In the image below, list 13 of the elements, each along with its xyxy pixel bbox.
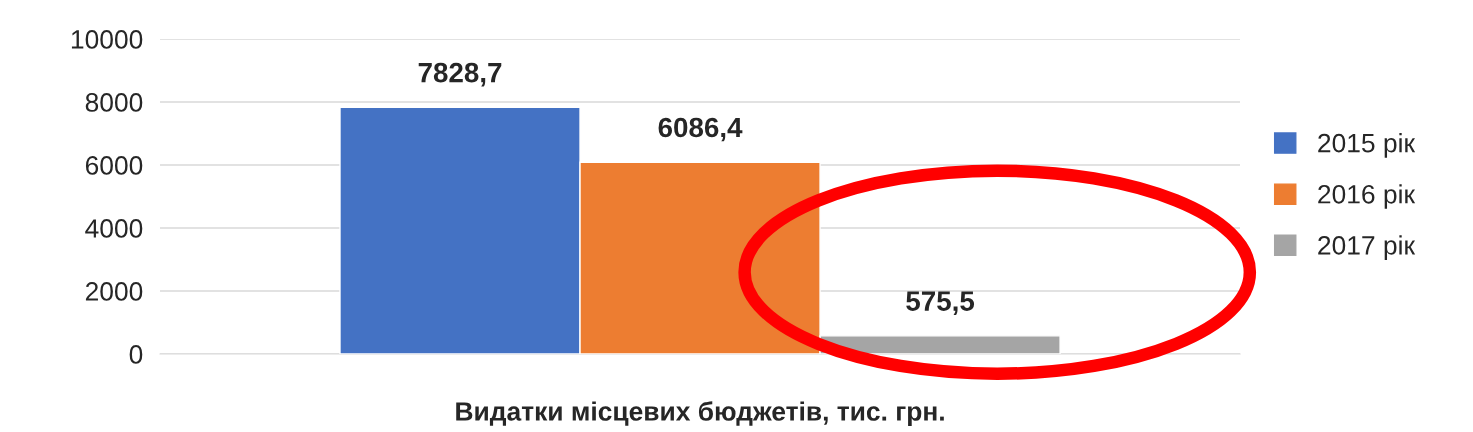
y-tick-label: 0: [129, 345, 143, 364]
y-tick-label: 4000: [85, 219, 143, 238]
y-tick-label: 10000: [71, 30, 143, 49]
data-label: 7828,7: [418, 62, 502, 87]
y-tick-label: 6000: [85, 156, 143, 175]
legend-label: 2015 рік: [1318, 133, 1416, 158]
legend-label: 2016 рік: [1318, 184, 1416, 209]
legend-label: 2017 рік: [1318, 235, 1416, 260]
data-label: 575,5: [906, 291, 975, 315]
y-tick-label: 8000: [85, 93, 143, 112]
y-tick-label: 2000: [85, 282, 143, 301]
x-tick-label: Видатки місцевих бюджетів, тис. грн.: [456, 401, 944, 427]
data-label: 6086,4: [658, 117, 743, 142]
